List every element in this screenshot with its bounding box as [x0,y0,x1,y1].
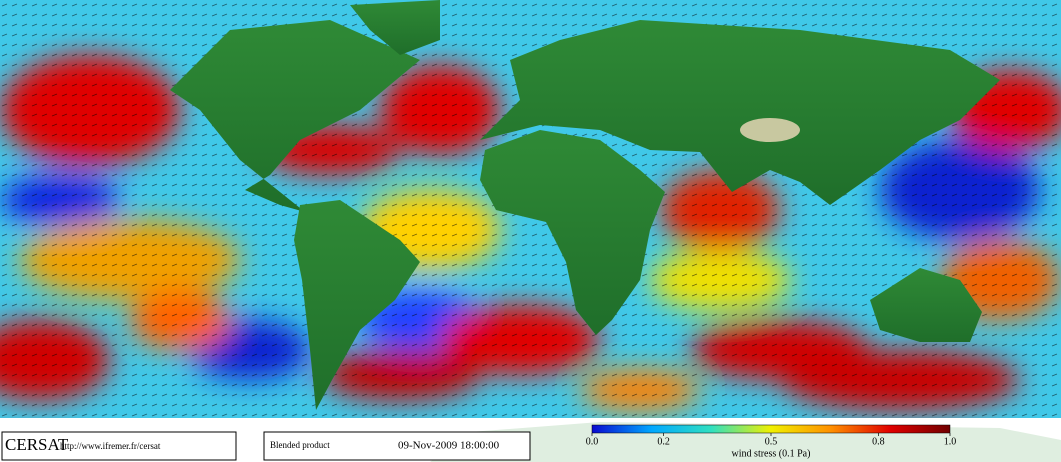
ocean-field [0,0,1061,418]
url: http://www.ifremer.fr/cersat [60,441,161,451]
tick-label: 1.0 [944,436,957,447]
tick-label: 0.0 [586,436,599,447]
tick-label: 0.5 [765,436,778,447]
datetime: 09-Nov-2009 18:00:00 [398,440,500,452]
product-box [263,431,531,461]
south-america [294,200,420,410]
africa [480,130,665,335]
colorbar: 0.0 0.2 0.5 0.8 1.0 wind stress (0.1 Pa) [586,424,957,459]
logo: CERSAT [5,435,69,454]
plateau [740,118,800,142]
eurasia [480,20,1000,205]
colorbar-scale [591,424,951,434]
australia [870,268,982,342]
north-america [170,20,420,212]
tick-label: 0.2 [657,436,670,447]
tick-label: 0.8 [872,436,885,447]
colorbar-label: wind stress (0.1 Pa) [732,448,811,459]
continents [170,0,1000,410]
logo-box [1,431,237,461]
product: Blended product [270,440,330,450]
greenland [350,0,440,55]
